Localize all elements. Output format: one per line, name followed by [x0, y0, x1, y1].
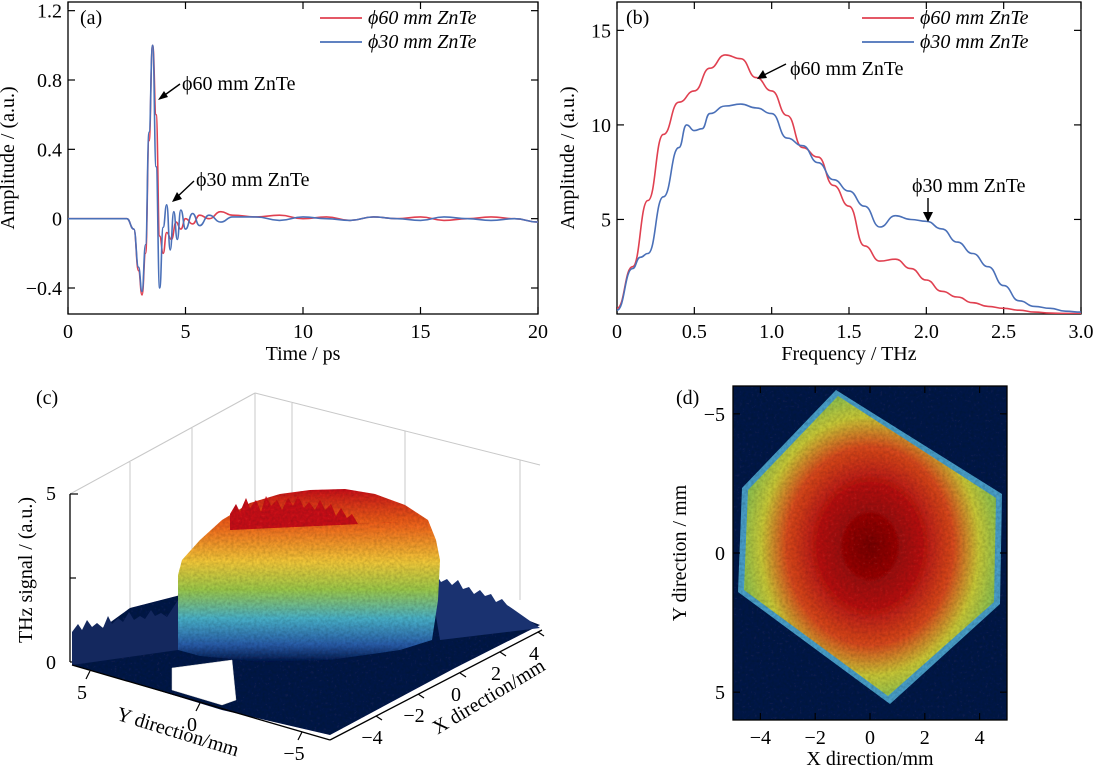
panel-d: (d) −4 −2 0 2 4 −5 0 5 X direction/mm Y directi… — [669, 385, 1008, 770]
panel-c-xtick — [375, 715, 383, 721]
panel-c-surface-peaks — [230, 496, 405, 530]
panel-b-arrow-phi60 — [761, 63, 787, 77]
panel-a-xtick-label: 15 — [411, 321, 431, 343]
panel-a-ticks: 0 5 10 15 20−0.400.40.81.2 — [26, 1, 548, 343]
panel-a-arrowhead-phi30 — [172, 192, 182, 202]
panel-b-xtick-label: 0 — [612, 321, 622, 343]
panel-c-xtick — [499, 651, 507, 657]
panel-c-ytick — [85, 670, 91, 680]
panel-c-front-step — [171, 659, 237, 706]
panel-d-ytick-label: −5 — [704, 404, 725, 426]
panel-b-ytick-label: 10 — [591, 115, 611, 137]
panel-b-ylabel: Amplitude / (a.u.) — [557, 86, 579, 229]
panel-a: (a) 0 5 10 15 20−0.400.40.81.2 ϕ60 mm ZnTe ϕ… — [0, 1, 548, 365]
panel-c-x-axis — [329, 629, 543, 741]
panel-b-xtick-label: 2.5 — [991, 321, 1016, 343]
panel-d-beam — [744, 396, 996, 696]
panel-b-xtick-label: 3.0 — [1069, 321, 1094, 343]
panel-b: (b) 0 0.5 1.0 1.5 2.0 2.5 3.0 5 10 15 ϕ60 mm ZnTe… — [557, 1, 1094, 365]
panel-c-floor-noise — [72, 600, 178, 665]
panel-a-legend-phi60: ϕ60 mm ZnTe — [368, 7, 477, 29]
panel-b-annotation-phi60: ϕ60 mm ZnTe — [790, 58, 904, 80]
panel-a-xtick-label: 0 — [63, 321, 73, 343]
panel-b-xtick-label: 1.0 — [759, 321, 784, 343]
panel-b-xtick-label: 1.5 — [837, 321, 862, 343]
panel-a-ylabel: Amplitude / (a.u.) — [0, 86, 19, 229]
panel-c-ytick — [297, 731, 303, 741]
panel-d-xlabel: X direction/mm — [806, 748, 934, 770]
panel-d-xtick-label: 2 — [920, 727, 930, 749]
panel-c-ytick-label: −5 — [283, 743, 304, 765]
panel-a-ytick-label: −0.4 — [26, 278, 62, 300]
panel-c-xtick — [459, 672, 467, 678]
panel-c-floor-noise-right — [430, 574, 540, 640]
panel-c-y-axis — [71, 664, 331, 741]
panel-a-annotation-phi60: ϕ60 mm ZnTe — [182, 73, 296, 95]
panel-b-label: (b) — [626, 7, 649, 29]
panel-c-ytick — [195, 702, 201, 712]
panel-d-xtick-label: −2 — [805, 727, 826, 749]
panel-b-xtick-label: 2.0 — [914, 321, 939, 343]
panel-b-annotation-phi30: ϕ30 mm ZnTe — [912, 175, 1026, 197]
panel-b-ticks: 0 0.5 1.0 1.5 2.0 2.5 3.0 5 10 15 — [591, 2, 1094, 343]
panel-a-ytick-label: 0.8 — [37, 70, 62, 92]
panel-d-ticks: −4 −2 0 2 4 −5 0 5 — [704, 386, 1007, 749]
panel-c-y-ticks: 5 0 −5 — [77, 670, 305, 765]
panel-a-label: (a) — [80, 7, 102, 29]
panel-a-series-phi30 — [68, 44, 538, 293]
panel-b-ytick-label: 5 — [601, 209, 611, 231]
panel-c-ytick-label: 5 — [77, 682, 87, 704]
panel-b-legend-phi30: ϕ30 mm ZnTe — [920, 31, 1029, 53]
panel-d-label: (d) — [676, 387, 699, 409]
panel-b-series-phi60 — [617, 54, 1081, 314]
panel-a-ytick-label: 0.4 — [37, 139, 62, 161]
panel-b-xtick-label: 0.5 — [682, 321, 707, 343]
panel-c-ylabel: Y direction/mm — [114, 703, 242, 761]
panel-a-xtick-label: 20 — [528, 321, 548, 343]
panel-c-xtick — [417, 693, 425, 699]
panel-c-xtick-label: −2 — [403, 705, 424, 727]
panel-d-ylabel: Y direction / mm — [669, 484, 691, 621]
panel-d-ytick-label: 5 — [715, 682, 725, 704]
panel-b-xlabel: Frequency / THz — [781, 343, 916, 365]
panel-a-legend-phi30: ϕ30 mm ZnTe — [368, 31, 477, 53]
panel-b-ytick-label: 15 — [591, 20, 611, 42]
panel-a-arrowhead-phi60 — [158, 91, 168, 100]
panel-c-zlabel: THz signal / (a.u.) — [15, 497, 37, 643]
panel-b-arrowhead-phi60 — [757, 70, 767, 79]
panel-c-label: (c) — [36, 387, 58, 409]
panel-c-xtick — [537, 631, 545, 637]
panel-a-xtick-label: 5 — [181, 321, 191, 343]
panel-a-xtick-label: 10 — [293, 321, 313, 343]
panel-c-x-ticks: −4 −2 0 2 4 — [361, 631, 545, 749]
panel-c-z-ticklabel-5: 5 — [46, 483, 56, 505]
panel-d-ytick-label: 0 — [715, 543, 725, 565]
panel-a-ytick-label: 0 — [52, 209, 62, 231]
panel-d-xtick-label: 0 — [865, 727, 875, 749]
panel-c-xtick-label: 4 — [529, 643, 539, 665]
panel-b-legend-phi60: ϕ60 mm ZnTe — [920, 7, 1029, 29]
panel-d-xtick-label: 4 — [975, 727, 985, 749]
panel-c-xtick-label: −4 — [361, 727, 382, 749]
panel-c-xtick-label: 2 — [491, 663, 501, 685]
panel-a-ytick-label: 1.2 — [37, 1, 62, 23]
panel-c-surface — [178, 489, 440, 662]
panel-a-annotation-phi30: ϕ30 mm ZnTe — [196, 169, 310, 191]
panel-a-xlabel: Time / ps — [266, 343, 341, 365]
panel-d-xtick-label: −4 — [750, 727, 771, 749]
panel-c-z-ticklabel-0: 0 — [46, 652, 56, 674]
panel-c-xtick-label: 0 — [451, 684, 461, 706]
panel-c-ytick-label: 0 — [187, 714, 197, 736]
panel-b-arrowhead-phi30 — [923, 212, 933, 222]
panel-c: (c) 5 0 THz signal / (a.u.) — [15, 387, 549, 765]
panel-b-series-phi30 — [617, 103, 1081, 313]
